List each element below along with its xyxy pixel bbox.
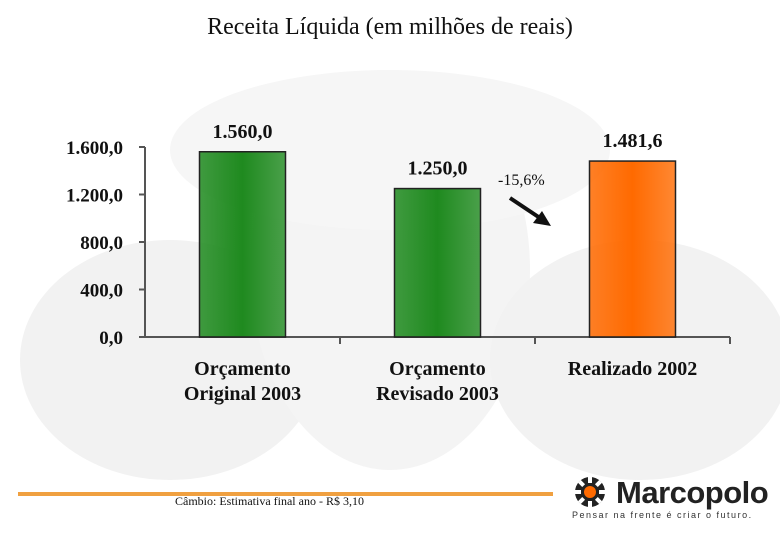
labels: 1.560,0 Orçamento Original 2003 1.250,0 Orça…	[184, 121, 697, 405]
y-tick-label: 400,0	[80, 281, 123, 302]
chart-title: Receita Líquida (em milhões de reais)	[207, 14, 573, 40]
bar	[393, 187, 482, 338]
x-category-label: Original 2003	[184, 383, 301, 405]
x-category-label: Revisado 2003	[376, 383, 499, 405]
bar	[588, 160, 677, 338]
x-category-label: Orçamento	[389, 358, 486, 380]
marcopolo-logo	[575, 477, 605, 507]
logo-wordmark: Marcopolo	[616, 475, 769, 510]
logo-tagline: Pensar na frente é criar o futuro.	[572, 510, 753, 520]
bar-value-label: 1.250,0	[408, 158, 468, 180]
bars	[198, 151, 677, 338]
x-category-label: Orçamento	[194, 358, 291, 380]
x-category-label: Realizado 2002	[568, 358, 697, 380]
bar-value-label: 1.560,0	[213, 121, 273, 143]
footer-line	[18, 492, 553, 496]
bar	[198, 151, 287, 338]
exchange-rate-note: Câmbio: Estimativa final ano - R$ 3,10	[175, 494, 364, 508]
y-tick-label: 0,0	[99, 328, 123, 349]
bar-value-label: 1.481,6	[603, 130, 663, 152]
y-tick-label: 1.600,0	[66, 138, 123, 159]
y-tick-label: 800,0	[80, 233, 123, 254]
down-arrow-icon	[508, 196, 551, 226]
annotation-percent: -15,6%	[498, 172, 545, 189]
y-tick-label: 1.200,0	[66, 186, 123, 207]
